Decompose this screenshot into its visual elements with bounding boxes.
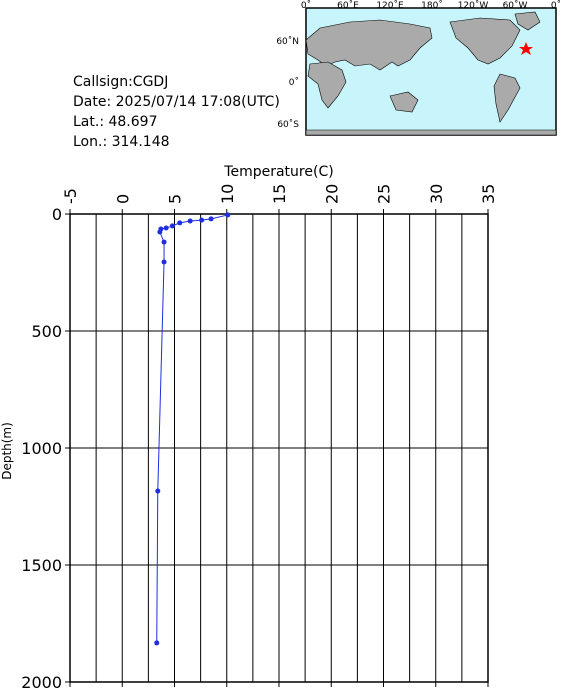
data-point: [161, 239, 167, 245]
data-point: [177, 220, 183, 226]
x-tick-label: 10: [218, 184, 237, 204]
data-point: [155, 488, 161, 494]
x-tick-label: -5: [61, 188, 80, 204]
data-point: [161, 259, 167, 265]
map-lon-label: 0˚: [301, 0, 311, 11]
x-tick-label: 30: [427, 184, 446, 204]
map-lon-label: 60˚W: [503, 0, 528, 11]
profile-line: [156, 214, 228, 643]
data-point: [169, 223, 175, 229]
info-line: Lon.: 314.148: [73, 134, 170, 150]
map-lat-label: 60˚N: [276, 36, 299, 47]
y-tick-label: 500: [31, 322, 62, 341]
y-tick-label: 1500: [21, 556, 62, 575]
y-tick-label: 2000: [21, 673, 62, 690]
data-point: [154, 640, 160, 646]
x-tick-label: 20: [322, 184, 341, 204]
data-point: [225, 212, 231, 218]
station-star: [519, 42, 533, 55]
plot-frame: [69, 213, 489, 683]
map-lon-label: 180˚: [421, 0, 443, 11]
info-line: Lat.: 48.697: [73, 114, 157, 130]
x-tick-label: 35: [479, 184, 498, 204]
info-line: Date: 2025/07/14 17:08(UTC): [73, 94, 280, 110]
data-point: [208, 216, 214, 222]
data-point: [157, 229, 163, 235]
y-tick-label: 0: [52, 205, 62, 224]
map-lon-label: 60˚E: [337, 0, 359, 11]
map-lon-label: 0˚: [551, 0, 561, 11]
info-line: Callsign:CGDJ: [73, 74, 168, 90]
x-tick-label: 15: [270, 184, 289, 204]
continents: [305, 11, 557, 136]
data-point: [199, 217, 205, 223]
world-map: [305, 7, 557, 136]
map-lat-label: 60˚S: [277, 119, 299, 130]
x-tick-label: 5: [166, 194, 185, 204]
data-point: [163, 225, 169, 231]
data-point: [187, 218, 193, 224]
x-tick-label: 25: [375, 184, 394, 204]
plot: -5 0 5 10 15 20 25 30 350500100015002000Temperat…: [0, 164, 498, 692]
y-tick-label: 1000: [21, 439, 62, 458]
y-axis-title: Depth(m): [0, 422, 14, 480]
map-lon-label: 120˚E: [376, 0, 404, 11]
map-lon-label: 120˚W: [458, 0, 489, 11]
map-lat-label: 0˚: [289, 77, 299, 88]
x-tick-label: 0: [113, 194, 132, 204]
x-axis-title: Temperature(C): [223, 164, 333, 180]
